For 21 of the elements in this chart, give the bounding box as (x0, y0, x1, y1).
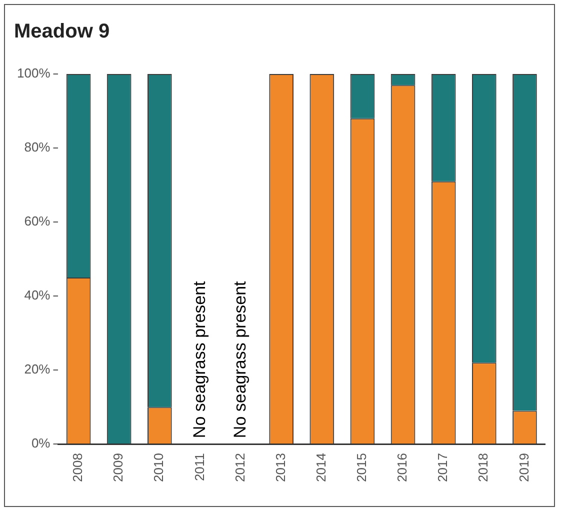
x-tick-label: 2015 (354, 453, 370, 482)
y-tick-label: 0% (31, 436, 51, 451)
chart-title: Meadow 9 (14, 20, 110, 43)
annotation: No seagrass present (190, 280, 209, 438)
x-tick-label: 2018 (476, 453, 491, 482)
x-tick-label: 2019 (516, 453, 532, 482)
x-tick-label: 2008 (70, 453, 86, 482)
x-tick-label: 2017 (435, 453, 450, 482)
y-tick-label: 60% (24, 214, 51, 229)
annotation: No seagrass present (230, 280, 250, 438)
y-tick-label: 80% (24, 140, 51, 155)
x-tick-label: 2012 (232, 453, 248, 482)
x-tick-label: 2011 (192, 453, 207, 482)
y-tick-label: 100% (17, 66, 51, 81)
x-tick-label: 2010 (151, 453, 166, 482)
x-tick-label: 2014 (313, 453, 328, 482)
x-tick-label: 2009 (110, 453, 126, 482)
y-tick-label: 40% (24, 288, 51, 303)
x-tick-label: 2016 (394, 453, 410, 482)
x-tick-label: 2013 (272, 453, 288, 482)
y-tick-label: 20% (24, 362, 51, 377)
